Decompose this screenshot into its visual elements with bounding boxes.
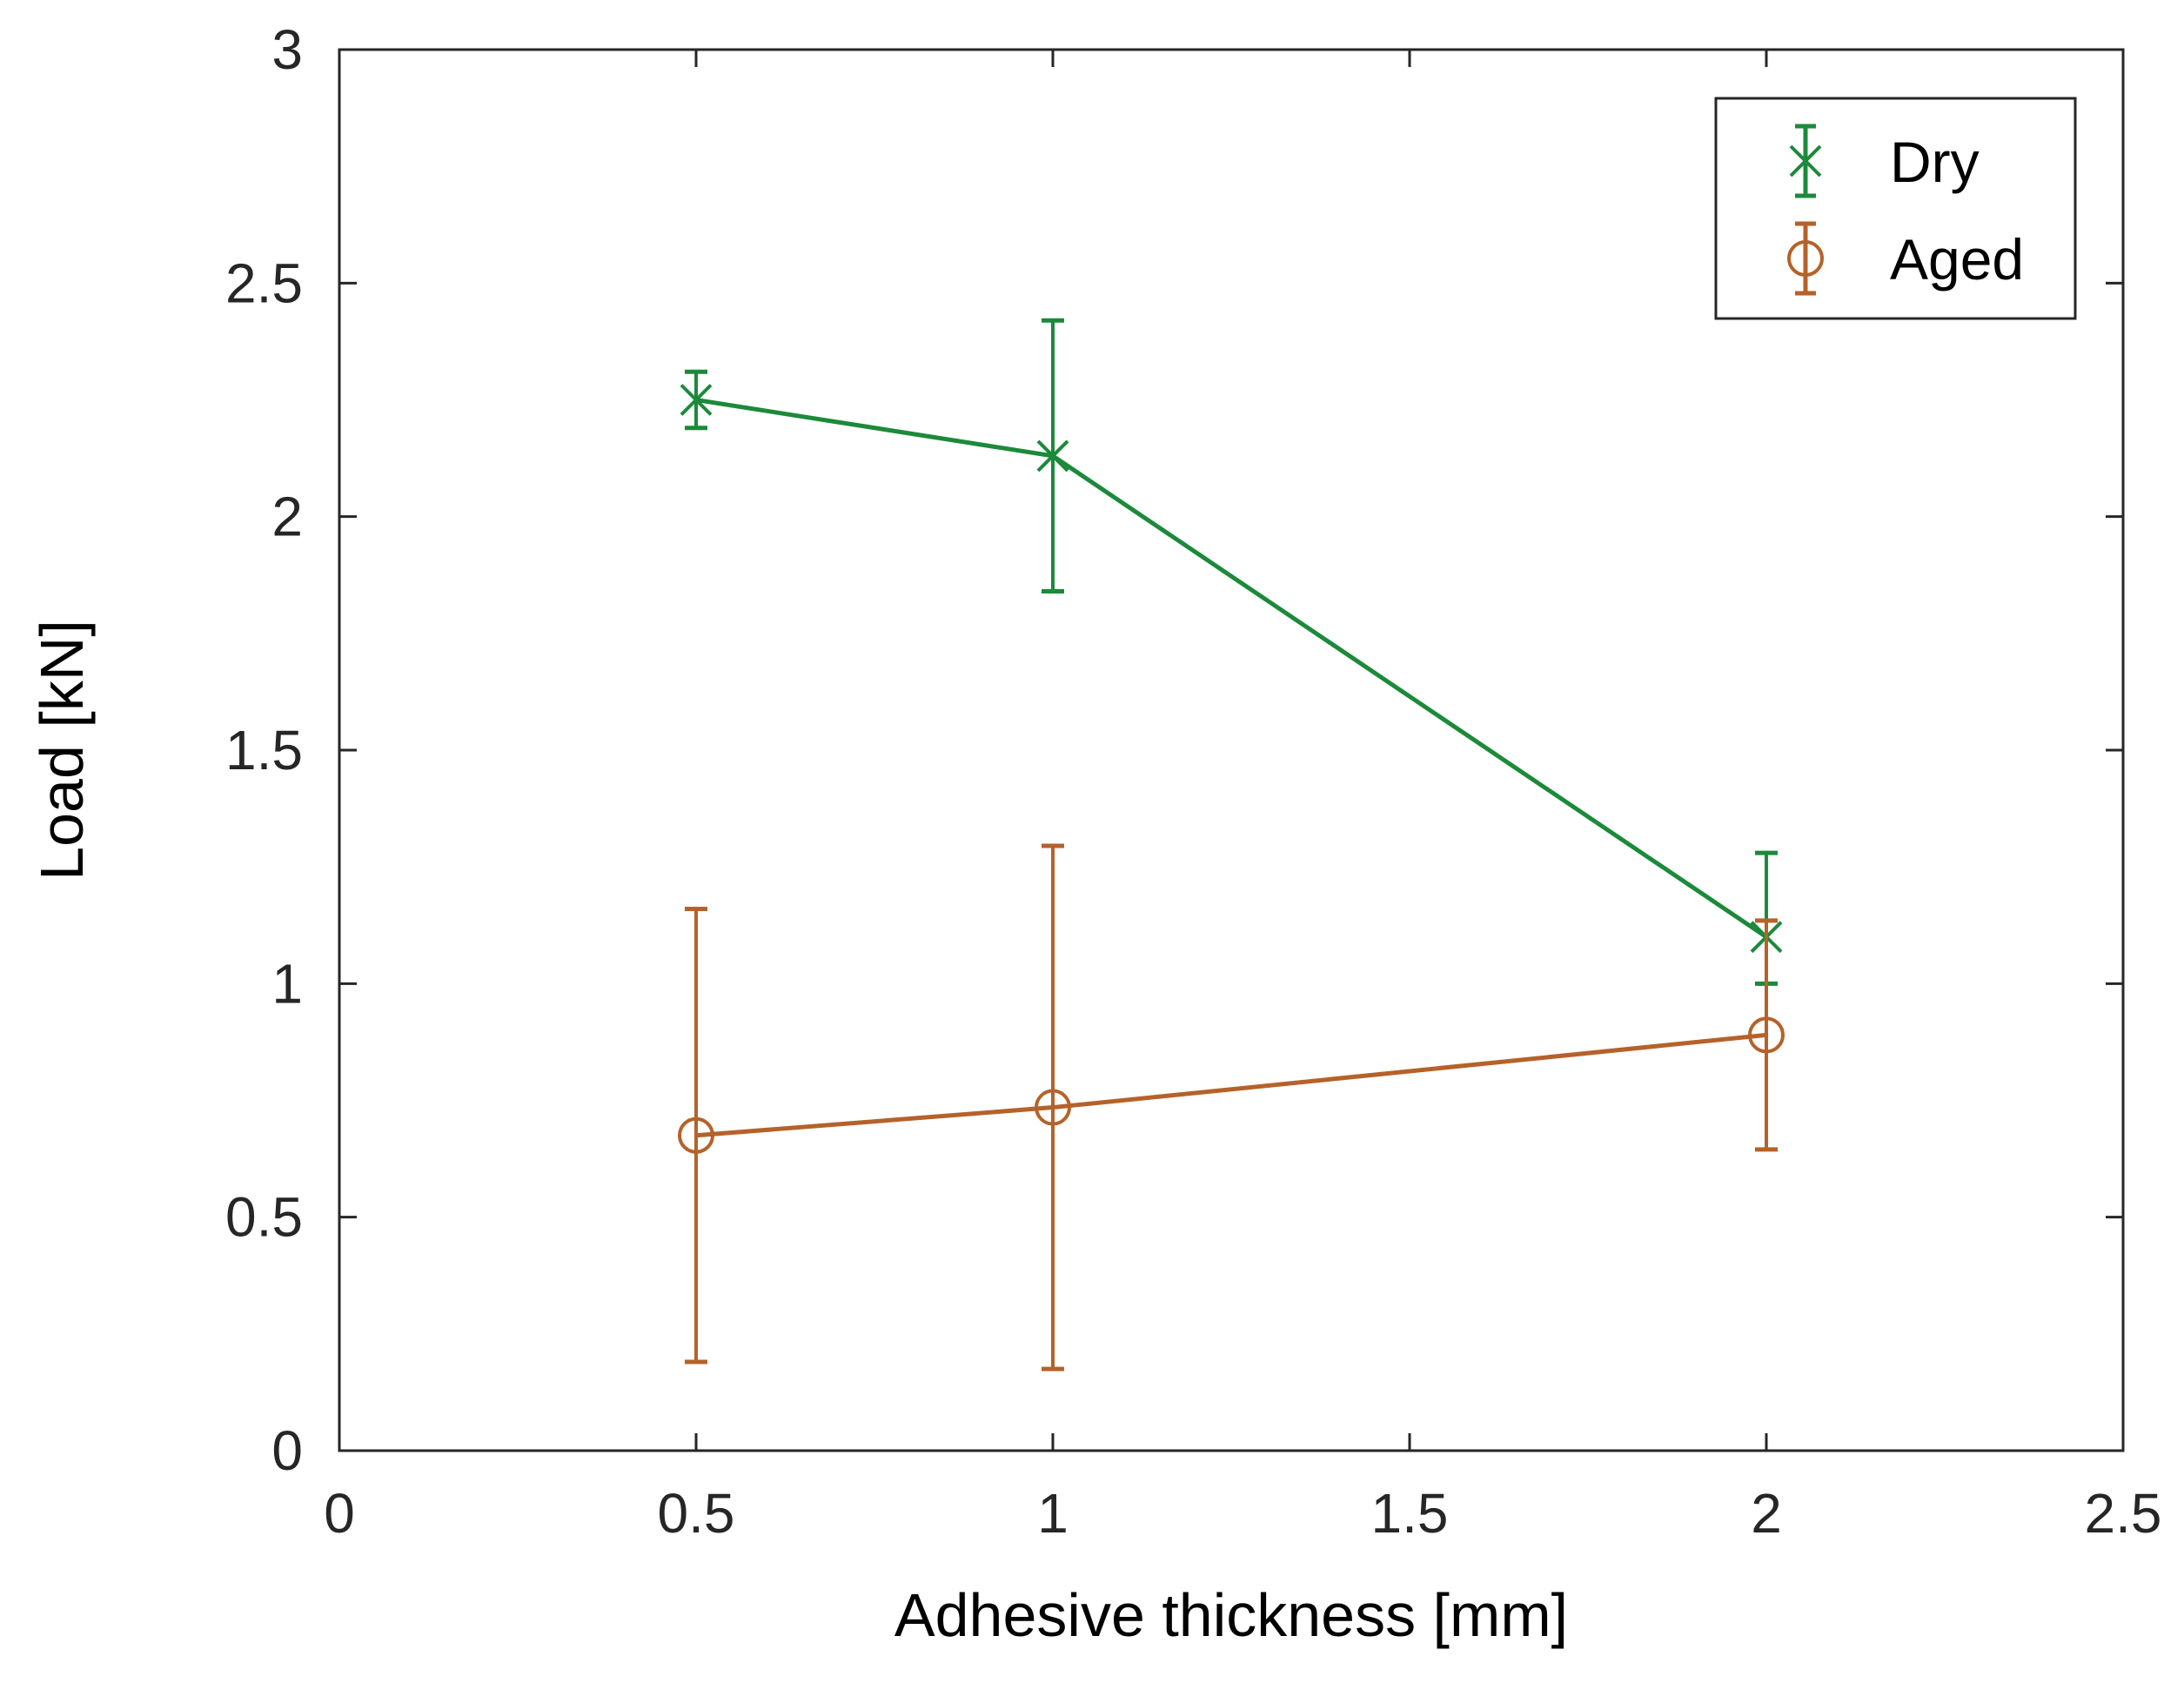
- legend-entry-dry: Dry: [1789, 124, 1980, 198]
- data-point: [678, 1116, 714, 1154]
- legend-marker: [1787, 240, 1824, 277]
- data-point-stroke: [680, 384, 713, 416]
- y-tick-label: 2.5: [225, 251, 303, 314]
- data-point: [680, 384, 713, 416]
- x-tick-label: 1: [1037, 1482, 1069, 1545]
- y-tick-label: 2: [271, 486, 303, 548]
- x-tick-label: 2: [1751, 1482, 1782, 1545]
- data-point: [1748, 1016, 1785, 1054]
- y-tick-label: 0: [271, 1419, 303, 1482]
- x-tick-label: 1.5: [1371, 1482, 1449, 1545]
- legend-marker: [1789, 144, 1822, 178]
- x-tick-label: 2.5: [2085, 1482, 2162, 1545]
- data-layer: [678, 318, 1785, 1371]
- y-tick-label: 1.5: [225, 719, 303, 781]
- y-axis-label: Load [kN]: [28, 620, 96, 881]
- x-tick-label: 0: [324, 1482, 355, 1545]
- legend-marker-stroke: [1789, 144, 1822, 178]
- series-aged: [678, 843, 1785, 1371]
- x-axis-label: Adhesive thickness [mm]: [894, 1581, 1568, 1649]
- data-point-stroke: [1036, 439, 1069, 473]
- tick-layer: 0 0.5 1 1.5 2 2.5 0 0.5 1 1.5 2 2.5 3: [225, 18, 2161, 1545]
- legend: Dry Aged: [1714, 97, 2077, 320]
- legend-entry-aged: Aged: [1787, 221, 2024, 296]
- legend-box: [1714, 97, 2077, 320]
- y-tick-label: 3: [271, 18, 303, 81]
- data-point: [1035, 1089, 1071, 1126]
- data-point: [1036, 439, 1069, 473]
- legend-label: Dry: [1890, 130, 1980, 194]
- x-tick-label: 0.5: [658, 1482, 735, 1545]
- y-tick-label: 0.5: [225, 1186, 303, 1249]
- legend-label: Aged: [1890, 227, 2024, 292]
- y-tick-label: 1: [271, 952, 303, 1015]
